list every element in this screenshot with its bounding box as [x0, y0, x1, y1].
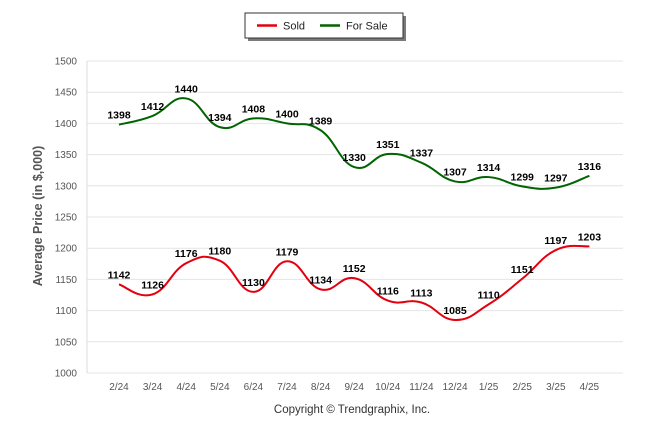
x-tick-label: 12/24: [442, 382, 467, 393]
x-tick-label: 2/25: [512, 382, 532, 393]
series-lines: [118, 97, 590, 321]
x-tick-label: 11/24: [409, 382, 434, 393]
sold-legend-label: Sold: [283, 21, 305, 33]
sold-data-label: 1085: [443, 305, 467, 317]
x-tick-label: 10/24: [375, 382, 400, 393]
sold-data-label: 1151: [511, 264, 534, 276]
for-sale-data-label: 1408: [242, 103, 266, 115]
sold-data-label: 1110: [477, 289, 499, 301]
for-sale-data-label: 1351: [376, 139, 400, 151]
for-sale-data-label: 1412: [141, 101, 165, 113]
copyright-text: Copyright © Trendgraphix, Inc.: [274, 404, 430, 416]
for-sale-data-label: 1299: [511, 171, 535, 183]
x-tick-label: 3/24: [143, 382, 163, 393]
for-sale-data-label: 1316: [578, 161, 602, 173]
legend: Sold For Sale: [244, 12, 406, 41]
for-sale-data-label: 1307: [443, 166, 467, 178]
sold-data-label: 1180: [208, 246, 231, 258]
x-axis-ticks: 2/24 3/24 4/24 5/24 6/24 7/24 8/24 9/24 10/24 11/…: [109, 382, 599, 393]
y-tick-label: 1350: [55, 150, 78, 161]
for-sale-legend-label: For Sale: [346, 21, 388, 33]
y-tick-label: 1150: [55, 275, 77, 286]
sold-line: [118, 244, 590, 321]
for-sale-data-label: 1389: [309, 115, 333, 127]
x-tick-label: 4/24: [176, 382, 196, 393]
grid-lines: [86, 60, 623, 374]
sold-data-label: 1176: [175, 248, 198, 260]
x-tick-label: 6/24: [244, 382, 264, 393]
sold-data-label: 1126: [141, 279, 164, 291]
for-sale-line: [118, 97, 590, 190]
for-sale-data-label: 1337: [410, 148, 434, 160]
x-tick-label: 9/24: [344, 382, 364, 393]
x-tick-label: 5/24: [210, 382, 230, 393]
sold-data-label: 1134: [309, 274, 332, 286]
y-tick-label: 1000: [55, 369, 78, 380]
for-sale-data-label: 1330: [343, 152, 367, 164]
x-tick-label: 2/24: [109, 382, 129, 393]
x-tick-label: 3/25: [546, 382, 566, 393]
sold-data-label: 1179: [276, 246, 299, 258]
y-tick-label: 1100: [55, 306, 77, 317]
y-tick-label: 1500: [55, 57, 78, 68]
x-tick-label: 8/24: [311, 382, 331, 393]
sold-data-label: 1142: [108, 269, 131, 281]
for-sale-data-label: 1400: [275, 108, 299, 120]
sold-data-label: 1113: [410, 287, 432, 299]
sold-data-label: 1116: [377, 286, 399, 298]
x-tick-label: 7/24: [277, 382, 297, 393]
y-tick-label: 1400: [55, 119, 78, 130]
x-tick-label: 4/25: [580, 382, 600, 393]
for-sale-data-label: 1314: [477, 162, 501, 174]
sold-data-label: 1130: [242, 277, 265, 289]
sold-data-label: 1152: [343, 263, 366, 275]
x-tick-label: 1/25: [479, 382, 499, 393]
data-labels: 1142 1126 1176 1180 1130 1179 1134 1152 1116 1113…: [107, 83, 601, 317]
y-tick-label: 1200: [55, 244, 78, 255]
y-tick-label: 1300: [55, 181, 78, 192]
for-sale-data-label: 1440: [175, 83, 199, 95]
y-axis-ticks: 1000 1050 1100 1150 1200 1250 1300 1350 1400 1450…: [55, 57, 78, 380]
for-sale-data-label: 1297: [544, 173, 568, 185]
sold-data-label: 1203: [578, 231, 602, 243]
for-sale-data-label: 1394: [208, 112, 232, 124]
for-sale-data-label: 1398: [107, 110, 131, 122]
sold-data-label: 1197: [544, 235, 567, 247]
y-tick-label: 1050: [55, 337, 78, 348]
y-tick-label: 1450: [55, 88, 78, 99]
y-axis-title: Average Price (in $,000): [31, 146, 45, 287]
y-tick-label: 1250: [55, 213, 78, 224]
